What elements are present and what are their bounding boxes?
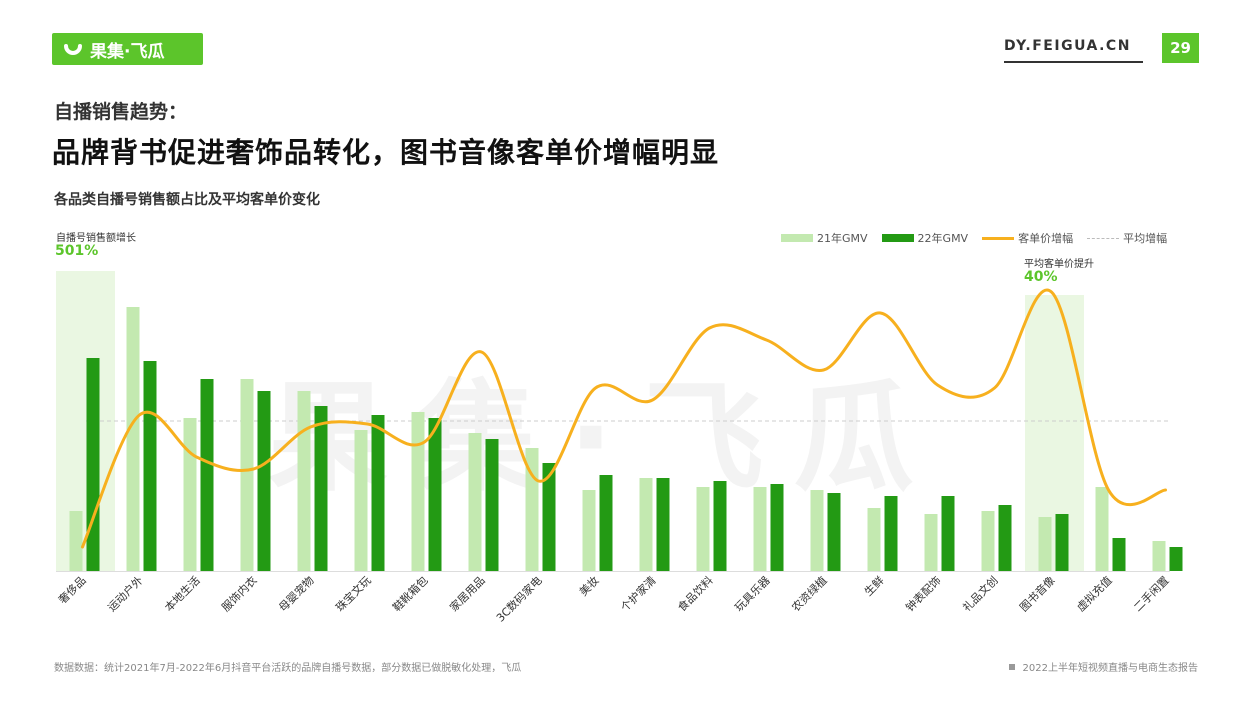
bar-21-gmv [696,487,710,571]
site-url[interactable]: DY.FEIGUA.CN [1004,38,1131,54]
bar-21-gmv [1152,541,1166,571]
bar-22-gmv [713,481,727,571]
bar-21-gmv [810,490,824,571]
bar-21-gmv [126,307,140,571]
x-tick-label: 二手闲置 [1131,573,1172,614]
bar-21-gmv [867,508,881,571]
bar-22-gmv [941,496,955,571]
bar-21-gmv [639,478,653,571]
legend-item-gmv21: 21年GMV [781,230,868,246]
highlight-band [1025,295,1084,571]
left-annotation-value: 501% [55,243,99,259]
x-tick-label: 农资绿植 [789,573,830,614]
x-tick-label: 钟表配饰 [903,573,944,614]
bar-22-gmv [656,478,670,571]
x-tick-label: 家居用品 [447,573,488,614]
x-tick-label: 母婴宠物 [276,573,317,614]
bar-22-gmv [428,418,442,571]
logo-text: 果集·飞瓜 [90,41,165,62]
bar-21-gmv [1095,487,1109,571]
x-tick-label: 服饰内衣 [219,573,260,614]
page-number: 29 [1162,33,1199,63]
bar-22-gmv [257,391,271,571]
bar-22-gmv [599,475,613,571]
bar-22-gmv [770,484,784,571]
x-tick-label: 美妆 [577,574,602,599]
bar-22-gmv [1112,538,1126,571]
legend-item-avg: 平均增幅 [1087,230,1167,246]
bar-21-gmv [354,430,368,571]
bar-21-gmv [468,433,482,571]
legend-swatch-avg [1087,237,1120,239]
section-subtitle: 自播销售趋势： [54,101,188,123]
chart-title: 各品类自播号销售额占比及平均客单价变化 [54,192,320,208]
bar-22-gmv [884,496,898,571]
x-tick-label: 本地生活 [162,573,203,614]
bar-22-gmv [827,493,841,571]
x-tick-label: 玩具乐器 [732,574,772,614]
x-tick-label: 奢侈品 [55,573,88,606]
bar-21-gmv [1038,517,1052,571]
legend-swatch-line [982,236,1015,240]
bar-21-gmv [981,511,995,571]
footer-report-text: 2022上半年短视频直播与电商生态报告 [1022,663,1198,674]
page-title: 品牌背书促进奢饰品转化，图书音像客单价增幅明显 [52,136,720,169]
left-annotation-label: 自播号销售额增长 [56,233,136,244]
x-tick-label: 生鲜 [861,573,886,598]
footer-source: 数据数据：统计2021年7月-2022年6月抖音平台活跃的品牌自播号数据，部分数… [54,663,522,674]
bar-21-gmv [297,391,311,571]
legend-swatch-gmv21 [781,234,813,242]
legend-label-line: 客单价增幅 [1018,232,1074,245]
bar-22-gmv [485,439,499,571]
bar-22-gmv [1055,514,1069,571]
bar-21-gmv [69,511,83,571]
highlight-band [56,271,115,571]
right-annotation-value: 40% [1024,269,1058,285]
x-tick-label: 食品饮料 [675,573,716,614]
footer-square-icon [1008,663,1015,670]
x-tick-label: 图书音像 [1017,573,1058,614]
legend-label-gmv21: 21年GMV [817,232,868,245]
legend-swatch-gmv22 [881,234,914,242]
bar-22-gmv [998,505,1012,571]
chart-legend: 21年GMV 22年GMV 客单价增幅 平均增幅 [781,230,1167,246]
legend-item-gmv22: 22年GMV [881,230,969,246]
footer-report: 2022上半年短视频直播与电商生态报告 [1008,659,1198,674]
x-tick-label: 虚拟充值 [1074,573,1115,614]
x-tick-label: 礼品文创 [960,573,1001,614]
bar-21-gmv [924,514,938,571]
brand-logo: 果集·飞瓜 [52,33,203,65]
bar-21-gmv [753,487,767,571]
right-annotation-label: 平均客单价提升 [1024,259,1094,270]
x-tick-label: 个护家清 [618,573,659,614]
x-tick-label: 3C数码家电 [493,573,544,624]
bar-22-gmv [200,379,214,571]
bar-21-gmv [582,490,596,571]
x-tick-label: 鞋靴箱包 [390,573,431,614]
bar-22-gmv [542,463,556,571]
legend-label-gmv22: 22年GMV [917,232,969,245]
bar-22-gmv [86,358,100,571]
avg-order-value-growth-line [81,288,1167,549]
legend-item-line: 客单价增幅 [982,230,1073,246]
bar-22-gmv [1169,547,1183,571]
bar-21-gmv [183,418,197,571]
legend-label-avg: 平均增幅 [1123,232,1168,245]
bar-22-gmv [371,415,385,571]
x-tick-label: 珠宝文玩 [333,573,374,614]
bar-21-gmv [240,379,254,571]
bar-21-gmv [411,412,425,571]
logo-icon [64,44,82,55]
site-underline [1004,61,1143,63]
x-tick-label: 运动户外 [105,573,146,614]
bar-22-gmv [143,361,157,571]
bar-22-gmv [314,406,328,571]
